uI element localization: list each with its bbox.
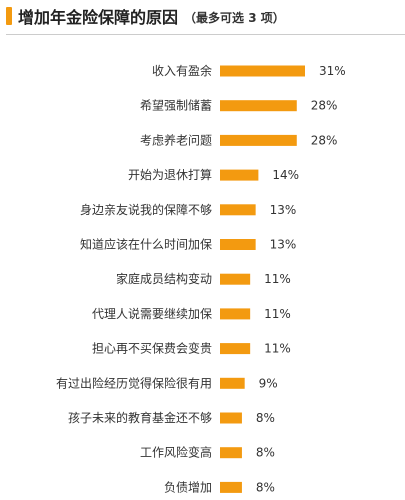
- value-label: 31%: [319, 64, 346, 78]
- value-label: 13%: [270, 203, 297, 217]
- category-label: 负债增加: [164, 480, 212, 494]
- title-divider: [6, 34, 405, 35]
- chart-title: 增加年金险保障的原因: [18, 8, 179, 27]
- chart-subtitle: （最多可选 3 项）: [184, 10, 285, 25]
- value-label: 8%: [256, 446, 275, 460]
- value-label: 28%: [311, 133, 338, 147]
- value-label: 11%: [264, 307, 291, 321]
- value-label: 8%: [256, 411, 275, 425]
- bar: [220, 377, 245, 389]
- value-label: 9%: [259, 376, 278, 390]
- category-label: 身边亲友说我的保障不够: [80, 202, 212, 217]
- bar: [220, 308, 251, 320]
- value-label: 14%: [272, 168, 299, 182]
- bar: [220, 65, 305, 77]
- bar: [220, 481, 242, 493]
- category-label: 希望强制储蓄: [140, 98, 212, 113]
- category-label: 收入有盈余: [152, 63, 212, 78]
- category-label: 有过出险经历觉得保险很有用: [56, 375, 212, 390]
- category-label: 代理人说需要继续加保: [92, 306, 212, 321]
- bar: [220, 204, 256, 216]
- bar: [220, 134, 297, 146]
- value-label: 28%: [311, 99, 338, 113]
- bar-chart: 收入有盈余 31% 希望强制储蓄 28% 考虑养老问题 28% 开始为退休打算 14% 身边亲友…: [56, 63, 346, 494]
- category-label: 知道应该在什么时间加保: [80, 237, 212, 252]
- value-label: 11%: [264, 272, 291, 286]
- category-label: 开始为退休打算: [128, 167, 212, 182]
- bar: [220, 273, 251, 285]
- bar: [220, 447, 242, 459]
- category-label: 考虑养老问题: [140, 132, 212, 147]
- bar: [220, 239, 256, 250]
- bar: [220, 412, 242, 424]
- bar: [220, 100, 297, 112]
- value-label: 11%: [264, 342, 291, 356]
- category-label: 孩子未来的教育基金还不够: [68, 410, 212, 425]
- chart-title-block: 增加年金险保障的原因 （最多可选 3 项）: [6, 6, 285, 27]
- title-accent-bar: [6, 7, 12, 25]
- category-label: 工作风险变高: [140, 445, 212, 460]
- category-label: 担心再不买保费会变贵: [92, 341, 212, 356]
- bar: [220, 169, 259, 181]
- value-label: 13%: [270, 238, 297, 252]
- value-label: 8%: [256, 480, 275, 494]
- category-label: 家庭成员结构变动: [116, 271, 212, 286]
- bar: [220, 343, 251, 355]
